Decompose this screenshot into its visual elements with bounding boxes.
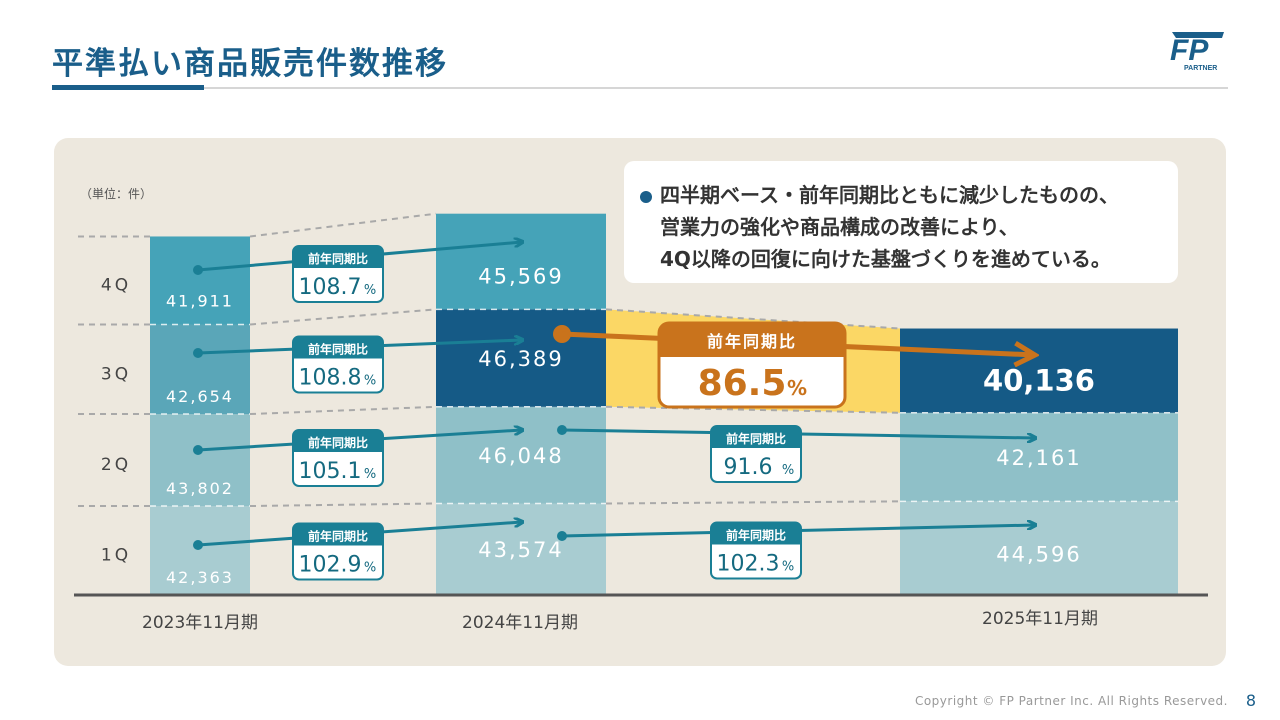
yoy-badge-2025-2q-header-fill	[711, 440, 801, 448]
value-label-3q-2: 40,136	[983, 364, 1095, 398]
yoy-badge-2025-3q-unit: %	[787, 376, 807, 400]
bar-4q-0	[150, 236, 250, 325]
yoy-badge-2024-3q-label: 前年同期比	[308, 342, 368, 357]
bar-3q-0	[150, 324, 250, 415]
yoy-badge-2024-2q-label: 前年同期比	[308, 435, 368, 450]
category-label: 2025年11月期	[982, 609, 1098, 629]
yoy-badge-2024-1q-header-fill	[293, 537, 383, 546]
summary-callout: 四半期ベース・前年同期比ともに減少したものの、 営業力の強化や商品構成の改善によ…	[624, 161, 1178, 283]
value-label-2q-2: 42,161	[996, 446, 1081, 470]
yoy-badge-2024-1q-label: 前年同期比	[308, 529, 368, 544]
yoy-badge-2025-3q-header-fill	[659, 347, 845, 357]
grid-line	[249, 405, 437, 416]
logo-text: FP	[1170, 34, 1209, 67]
value-label-1q-0: 42,363	[166, 568, 234, 587]
yoy-badge-2024-4q-unit: %	[364, 283, 376, 298]
yoy-badge-2025-2q-value: 91.6	[724, 455, 773, 480]
yoy-badge-2025-1q-label: 前年同期比	[726, 528, 786, 543]
quarter-label-1Q: 1Q	[101, 546, 131, 566]
bar-1q-0	[150, 506, 250, 595]
yoy-badge-2025-3q-label: 前年同期比	[707, 332, 797, 351]
fp-partner-logo: FP PARTNER	[1170, 32, 1224, 72]
yoy-badge-2025-1q-value: 102.3	[717, 552, 780, 577]
yoy-badge-2024-4q-value: 108.7	[299, 275, 362, 300]
logo-subtext: PARTNER	[1184, 65, 1217, 72]
yoy-badge-2024-3q-unit: %	[364, 374, 376, 389]
callout-line-3: 4Q以降の回復に向けた基盤づくりを進めている。	[660, 247, 1111, 271]
yoy-badge-2024-4q-label: 前年同期比	[308, 251, 368, 266]
quarter-label-3Q: 3Q	[101, 364, 131, 384]
yoy-badge-2024-1q-value: 102.9	[299, 553, 362, 578]
yoy-badge-2024-1q-unit: %	[364, 561, 376, 576]
yoy-badge-2025-1q-header-fill	[711, 536, 801, 545]
value-label-4q-1: 45,569	[478, 265, 563, 289]
bar-2q-2	[900, 412, 1178, 502]
yoy-badge-2024-4q-header-fill	[293, 260, 383, 268]
title-divider	[52, 87, 1228, 89]
bar-2q-0	[150, 414, 250, 507]
unit-label: （単位：件）	[80, 186, 152, 201]
grid-line	[605, 405, 901, 414]
callout-line-2: 営業力の強化や商品構成の改善により、	[660, 215, 1019, 239]
bullet-icon	[640, 191, 652, 203]
grid-line	[249, 212, 437, 238]
bar-4q-1	[436, 213, 606, 310]
yoy-badge-2025-3q-value: 86.5	[698, 363, 787, 404]
value-label-4q-0: 41,911	[166, 291, 234, 310]
yoy-badge-2025-2q-unit: %	[782, 463, 794, 478]
callout-line-1: 四半期ベース・前年同期比ともに減少したものの、	[660, 183, 1119, 207]
value-label-1q-2: 44,596	[996, 542, 1081, 566]
value-label-2q-0: 43,802	[166, 479, 234, 498]
value-label-3q-0: 42,654	[166, 387, 234, 406]
copyright: Copyright © FP Partner Inc. All Rights R…	[914, 694, 1228, 708]
yoy-badge-2024-3q-value: 108.8	[299, 366, 362, 391]
yoy-badge-2024-2q-header-fill	[293, 444, 383, 452]
grid-line	[249, 308, 437, 326]
bar-2q-1	[436, 406, 606, 504]
yoy-badge-2024-2q-value: 105.1	[299, 459, 362, 484]
bar-1q-2	[900, 501, 1178, 595]
grid-line	[249, 502, 437, 508]
yoy-badge-2024-2q-unit: %	[364, 467, 376, 482]
yoy-badge-2025-1q-unit: %	[782, 560, 794, 575]
value-label-2q-1: 46,048	[478, 444, 563, 468]
yoy-badge-2025-2q-label: 前年同期比	[726, 431, 786, 446]
quarter-label-2Q: 2Q	[101, 455, 131, 475]
grid-line	[605, 500, 901, 505]
category-label: 2024年11月期	[462, 613, 578, 633]
category-label: 2023年11月期	[142, 613, 258, 633]
quarter-label-4Q: 4Q	[101, 275, 131, 295]
title-accent-bar	[52, 85, 204, 90]
bar-3q-1	[436, 309, 606, 407]
yoy-badge-2024-3q-header-fill	[293, 350, 383, 359]
page-number: 8	[1245, 691, 1256, 710]
value-label-3q-1: 46,389	[478, 347, 563, 371]
value-label-1q-1: 43,574	[478, 538, 563, 562]
page-title: 平準払い商品販売件数推移	[52, 46, 448, 82]
grid-line	[605, 308, 901, 330]
